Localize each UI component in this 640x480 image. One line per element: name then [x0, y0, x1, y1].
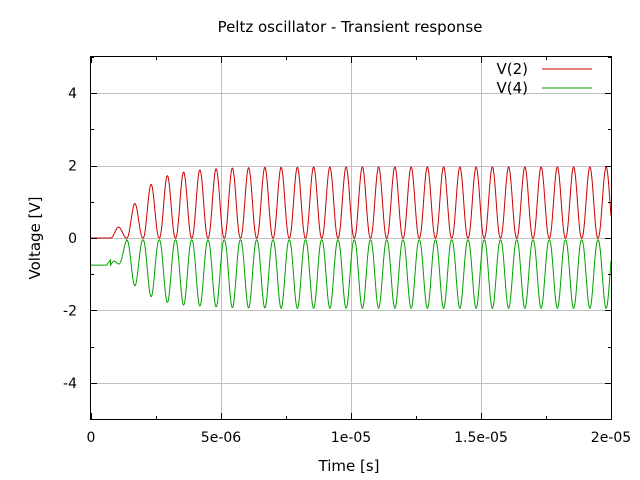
- x-tick-label: 1.5e-05: [454, 430, 508, 446]
- y-tick-label: -4: [63, 376, 77, 392]
- plot-frame: [90, 56, 612, 420]
- chart-title: Peltz oscillator - Transient response: [218, 18, 483, 36]
- legend-label: V(4): [496, 79, 528, 97]
- x-tick-label: 2e-05: [591, 430, 631, 446]
- series-line-v2: [91, 166, 612, 239]
- y-axis-label: Voltage [V]: [26, 197, 44, 280]
- legend: V(2)V(4): [496, 60, 592, 97]
- y-tick-label: 0: [68, 231, 77, 247]
- grid: [91, 57, 611, 419]
- tick-labels: 0 5e-06 1e-05 1.5e-05 2e-05 -4 -2 0 2 4: [63, 86, 631, 446]
- ticks: [91, 57, 612, 420]
- x-tick-label: 5e-06: [201, 430, 241, 446]
- x-axis-label: Time [s]: [318, 457, 380, 475]
- series-line-v4: [91, 239, 612, 309]
- x-tick-label: 0: [87, 430, 96, 446]
- legend-label: V(2): [496, 60, 528, 78]
- y-tick-label: -2: [63, 303, 77, 319]
- y-tick-label: 4: [68, 86, 77, 102]
- y-tick-label: 2: [68, 159, 77, 175]
- series-layer: [91, 166, 612, 309]
- x-tick-label: 1e-05: [331, 430, 371, 446]
